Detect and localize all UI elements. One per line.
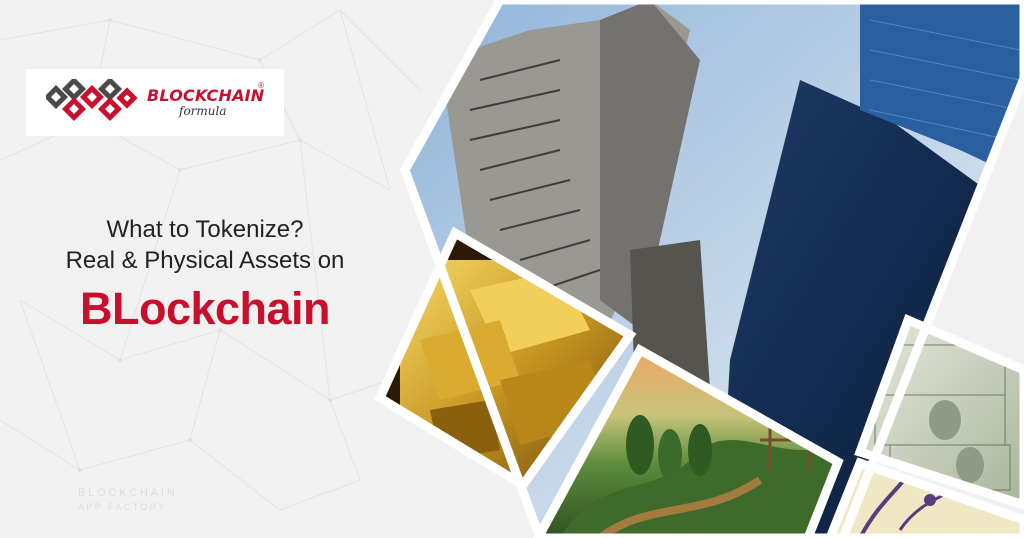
registered-mark: ® (258, 81, 264, 90)
logo-card: BLOCKCHAIN ® formula (26, 69, 284, 136)
logo-sub-text: formula (179, 104, 227, 118)
footer-watermark: BLOCKCHAIN APP FACTORY (78, 487, 178, 512)
footer-line-1: BLOCKCHAIN (78, 487, 178, 499)
headline-highlight: BLockchain (79, 283, 331, 334)
headline-line-2: Real & Physical Assets on (65, 247, 345, 274)
logo-brand-text: BLOCKCHAIN (147, 86, 265, 105)
headline-line-1: What to Tokenize? (106, 216, 304, 243)
footer-line-2: APP FACTORY (78, 502, 167, 512)
blockchain-logo-icon (46, 79, 138, 122)
